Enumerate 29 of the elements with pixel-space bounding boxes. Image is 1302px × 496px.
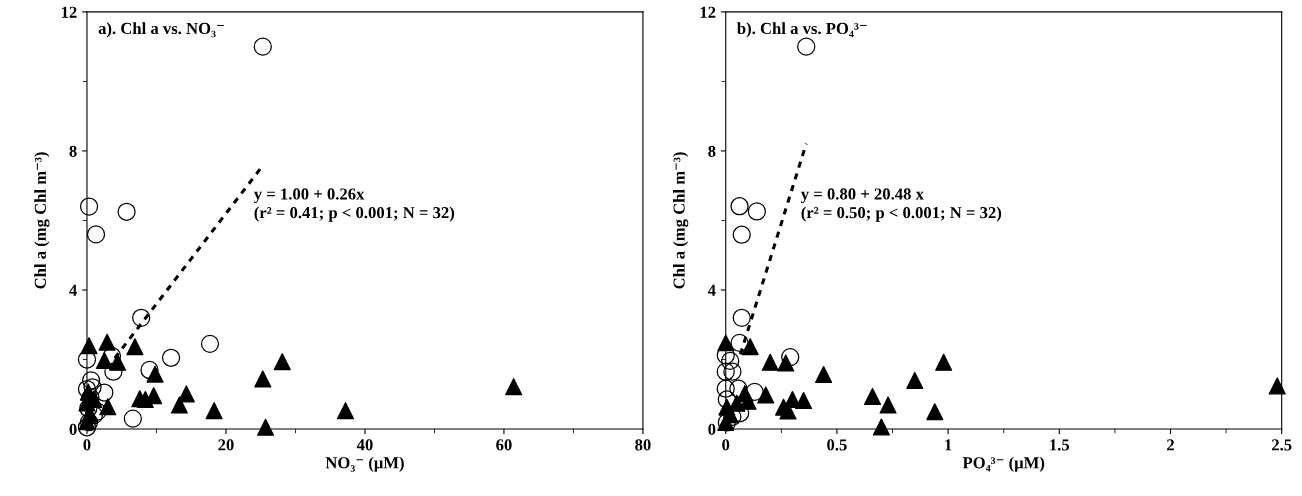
y-axis-title: Chl a (mg Chl m⁻³) [34, 152, 50, 289]
y-tick-label: 12 [700, 6, 716, 18]
text: a). Chl a vs. NO₃⁻ [98, 22, 224, 38]
y-axis-title: Chl a (mg Chl m⁻³) [672, 152, 689, 289]
x-tick-label: 40 [356, 439, 373, 451]
x-axis-title: PO₄³⁻ (μM) [962, 456, 1045, 472]
x-tick-label: 1 [945, 439, 952, 451]
annotation: (r² = 0.41; p < 0.001; N = 32) [254, 206, 455, 222]
y-tick-label: 0 [69, 423, 77, 435]
x-tick-label: 60 [496, 439, 512, 451]
x-tick-label: 0 [83, 439, 91, 451]
x-tick-label: 0.5 [827, 439, 847, 451]
y-tick-label: 4 [707, 284, 716, 296]
x-tick-label: 0 [722, 439, 730, 451]
annotation: (r² = 0.50; p < 0.001; N = 32) [801, 206, 1002, 222]
x-tick-label: 2 [1167, 439, 1174, 451]
text: b). Chl a vs. PO₄³⁻ [737, 22, 867, 38]
x-tick-label: 20 [218, 439, 234, 451]
x-tick-label: 1.5 [1050, 439, 1070, 451]
y-tick-label: 4 [69, 284, 77, 296]
annotation: y = 1.00 + 0.26x [253, 188, 365, 204]
y-tick-label: 12 [61, 6, 77, 18]
annotation: y = 0.80 + 20.48 x [800, 188, 924, 204]
y-tick-label: 8 [708, 145, 716, 157]
y-tick-label: 8 [69, 145, 77, 157]
x-tick-label: 80 [635, 439, 651, 451]
x-axis-title: NO₃⁻ (μM) [325, 456, 404, 472]
x-tick-label: 2.5 [1271, 439, 1292, 451]
y-tick-label: 0 [708, 423, 716, 435]
